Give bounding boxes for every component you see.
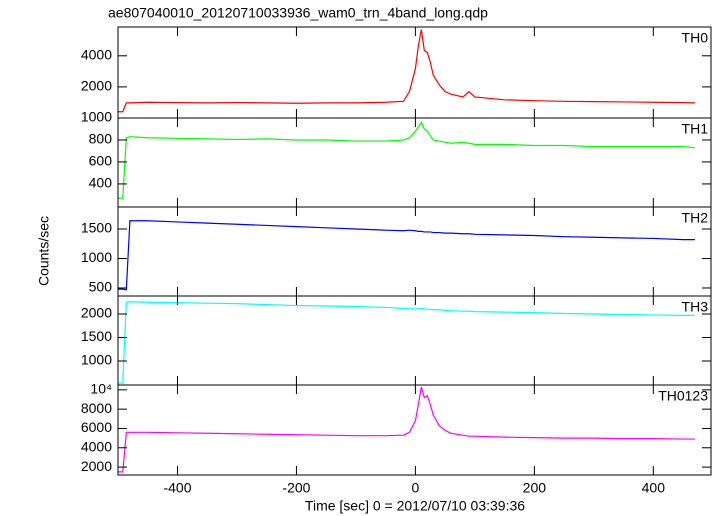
y-tick-label: 2000 bbox=[81, 78, 112, 94]
x-tick-label: 0 bbox=[411, 480, 419, 496]
panel-label: TH0123 bbox=[658, 388, 708, 404]
panel-frame bbox=[117, 206, 712, 297]
chart-title: ae807040010_20120710033936_wam0_trn_4ban… bbox=[108, 5, 488, 21]
y-tick-label: 400 bbox=[89, 175, 113, 191]
data-line bbox=[118, 386, 695, 473]
data-line bbox=[118, 220, 695, 291]
x-tick-label: 400 bbox=[642, 480, 666, 496]
y-tick-label: 2000 bbox=[81, 458, 112, 474]
data-line bbox=[118, 301, 695, 384]
y-tick-label: 4000 bbox=[81, 47, 112, 63]
x-tick-label: -200 bbox=[282, 480, 310, 496]
y-tick-label: 600 bbox=[89, 153, 113, 169]
y-tick-label: 1000 bbox=[81, 249, 112, 265]
x-axis-label: Time [sec] 0 = 2012/07/10 03:39:36 bbox=[305, 498, 525, 514]
y-tick-label: 8000 bbox=[81, 400, 112, 416]
y-axis-label: Counts/sec bbox=[36, 216, 52, 286]
panel-frame bbox=[117, 384, 712, 476]
y-tick-label: 2000 bbox=[81, 305, 112, 321]
panel-label: TH3 bbox=[682, 299, 709, 315]
y-tick-label: 10⁴ bbox=[90, 381, 112, 397]
y-tick-label: 800 bbox=[89, 131, 113, 147]
y-tick-label: 1000 bbox=[81, 109, 112, 125]
y-tick-label: 1000 bbox=[81, 352, 112, 368]
data-line bbox=[118, 29, 695, 113]
data-line bbox=[118, 121, 695, 199]
y-tick-label: 4000 bbox=[81, 438, 112, 454]
y-tick-label: 1500 bbox=[81, 220, 112, 236]
panel-label: TH1 bbox=[682, 121, 709, 137]
x-tick-label: -400 bbox=[163, 480, 191, 496]
x-tick-label: 200 bbox=[523, 480, 547, 496]
y-tick-label: 1500 bbox=[81, 328, 112, 344]
y-tick-label: 500 bbox=[89, 279, 113, 295]
y-tick-label: 6000 bbox=[81, 419, 112, 435]
panel-label: TH0 bbox=[682, 30, 709, 46]
panel-label: TH2 bbox=[682, 210, 709, 226]
